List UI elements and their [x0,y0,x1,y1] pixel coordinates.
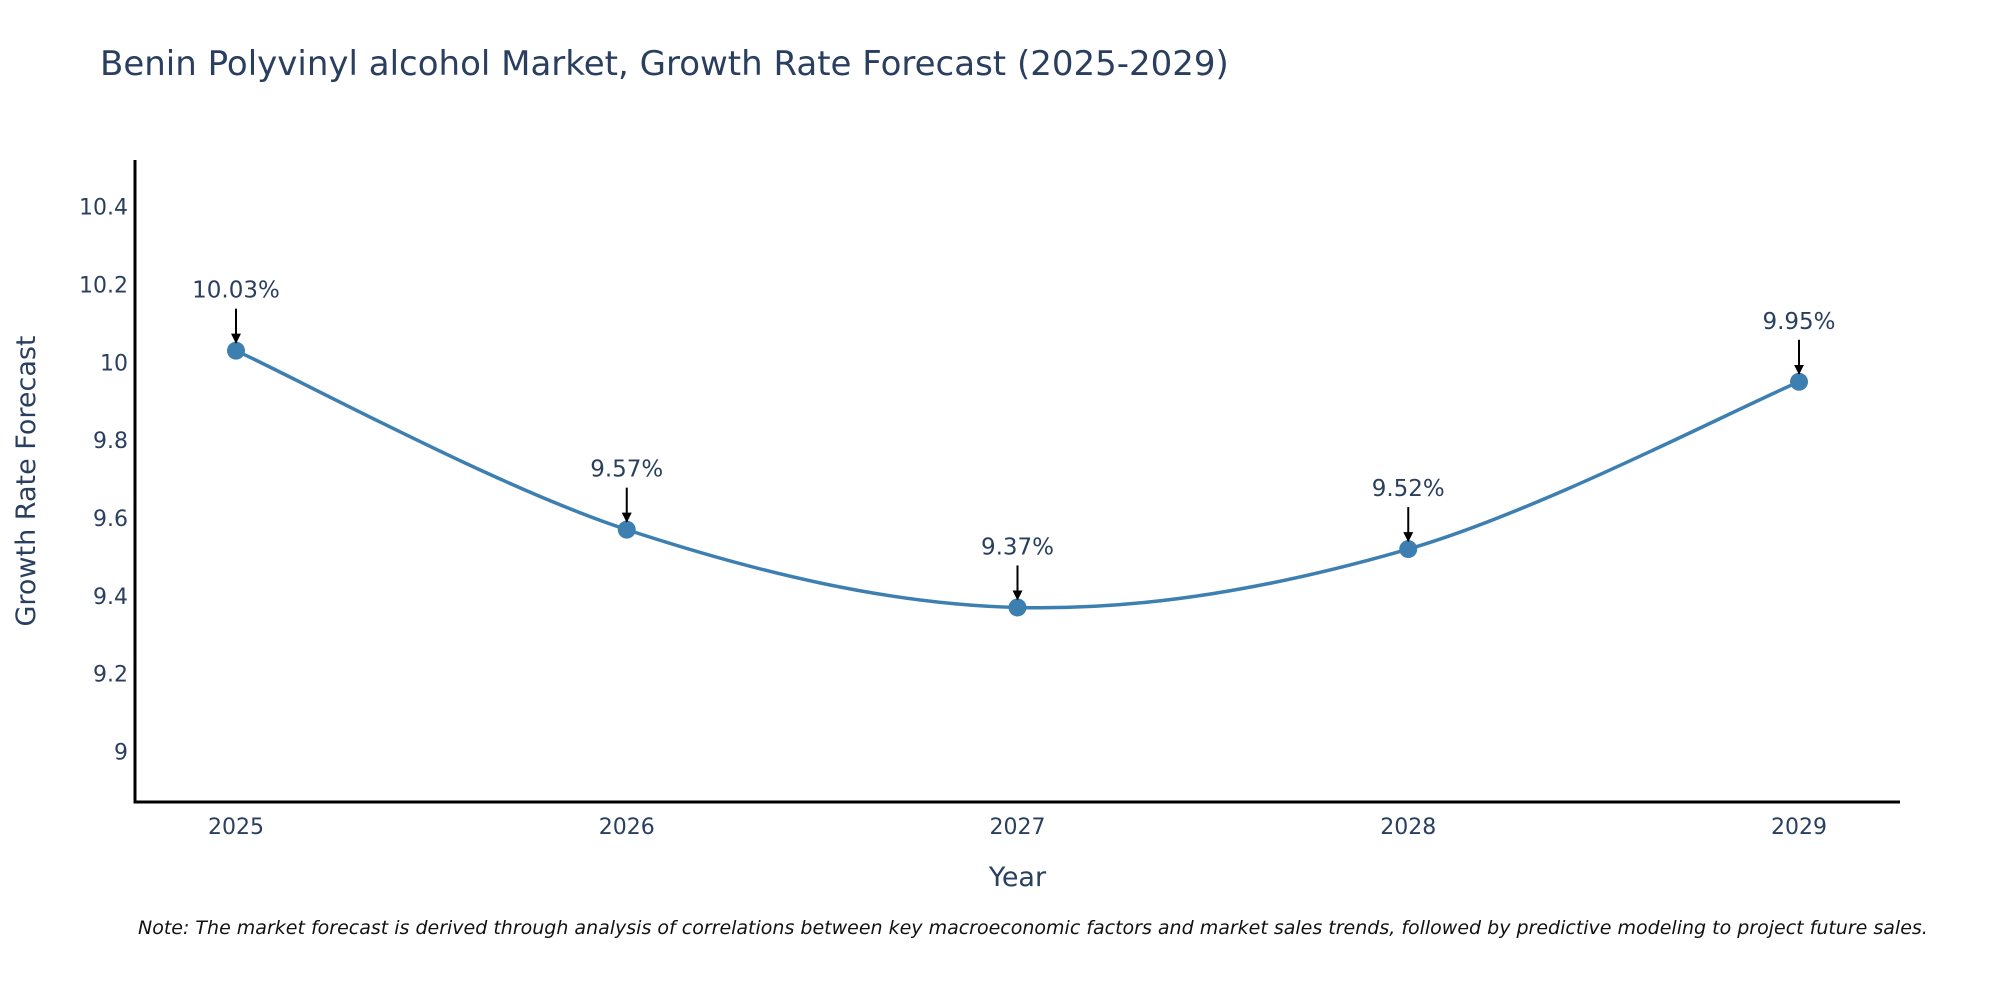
data-label: 10.03% [192,278,280,304]
data-label: 9.57% [590,457,663,483]
x-axis-title: Year [988,862,1047,893]
data-annotations: 10.03% 9.57% 9.37% 9.52% 9.95% [192,278,1836,601]
data-point [1790,372,1808,391]
data-label: 9.37% [981,534,1054,560]
y-axis-title: Growth Rate Forecast [11,335,42,626]
y-tick-label: 10.2 [79,274,128,299]
y-tick-label: 9.6 [93,507,128,532]
x-axis-ticks: 2025 2026 2027 2028 2029 [208,815,1827,840]
y-tick-label: 10 [100,351,128,376]
footnote: Note: The market forecast is derived thr… [138,917,1928,939]
y-tick-label: 9.4 [93,585,128,610]
x-tick-label: 2028 [1380,815,1436,840]
data-label: 9.52% [1372,476,1445,502]
y-tick-label: 9 [114,740,128,765]
x-tick-label: 2029 [1771,815,1827,840]
data-point [227,341,245,360]
data-point [1399,540,1418,559]
data-points [227,341,1808,617]
x-tick-label: 2027 [990,815,1046,840]
chart-title: Benin Polyvinyl alcohol Market, Growth R… [100,44,1229,84]
data-point [617,520,636,539]
y-tick-label: 10.4 [79,196,128,221]
y-tick-label: 9.2 [93,663,128,688]
y-axis-ticks: 9 9.2 9.4 9.6 9.8 10 10.2 10.4 [79,196,128,766]
x-tick-label: 2025 [208,815,264,840]
data-label: 9.95% [1762,309,1835,335]
x-tick-label: 2026 [599,815,655,840]
data-point [1008,598,1027,617]
y-tick-label: 9.8 [93,429,128,454]
